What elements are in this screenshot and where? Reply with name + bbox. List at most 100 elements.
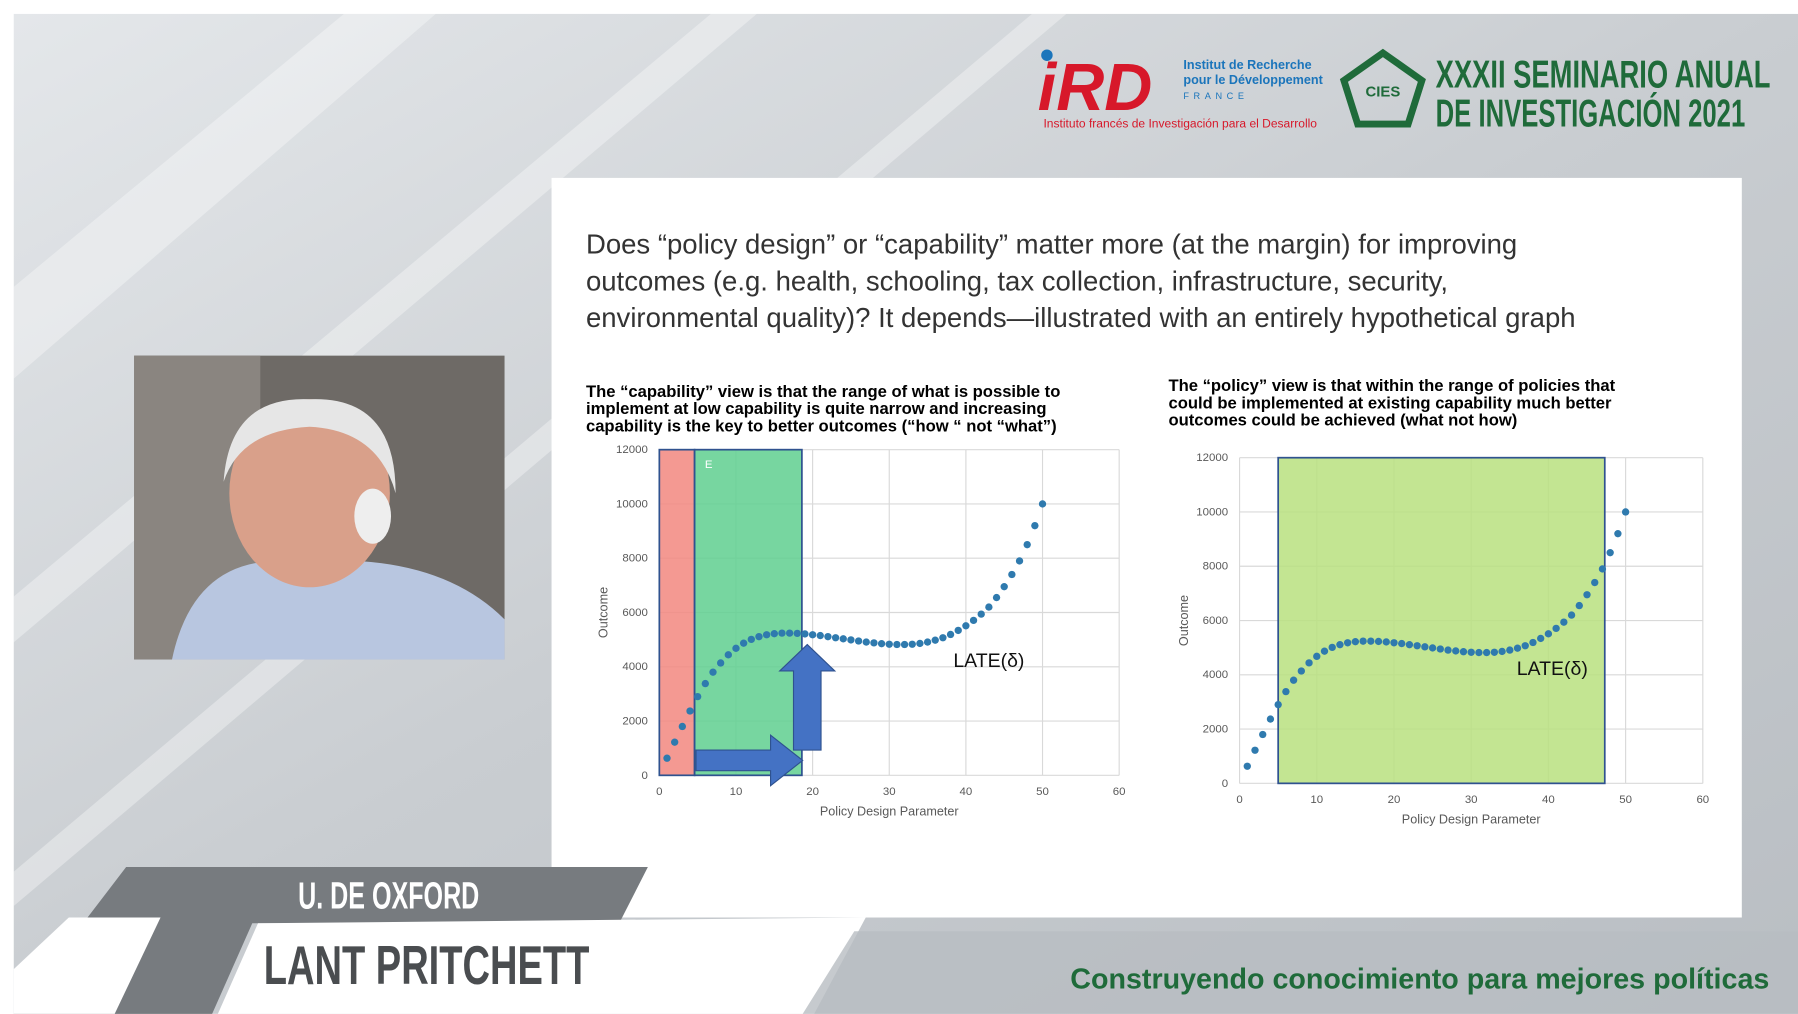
data-point	[1475, 649, 1482, 656]
cies-mark: CIES	[1366, 84, 1401, 100]
data-point	[1336, 641, 1343, 648]
data-point	[1375, 638, 1382, 645]
page: iRD Institut de Recherche pour le Dévelo…	[0, 0, 1798, 1014]
data-point	[702, 680, 709, 687]
event-title: DE INVESTIGACIÓN 2021	[1436, 91, 1746, 135]
y-tick-label: 8000	[1203, 561, 1228, 573]
data-point	[1444, 646, 1451, 653]
x-tick-label: 10	[730, 786, 743, 798]
speaker-name: LANT PRITCHETT	[264, 934, 590, 996]
region	[1278, 458, 1605, 784]
data-point	[1529, 639, 1536, 646]
chart-caption: could be implemented at existing capabil…	[1168, 393, 1612, 412]
data-point	[832, 634, 839, 641]
data-point	[778, 629, 785, 636]
data-point	[694, 693, 701, 700]
data-point	[786, 629, 793, 636]
y-tick-label: 2000	[1203, 724, 1228, 736]
y-tick-label: 4000	[622, 661, 647, 673]
x-tick-label: 50	[1036, 786, 1049, 798]
data-point	[1359, 637, 1366, 644]
data-point	[1031, 522, 1038, 529]
y-axis-label: Outcome	[597, 587, 611, 638]
region	[659, 450, 694, 776]
question-line: Does “policy design” or “capability” mat…	[586, 229, 1517, 260]
y-tick-label: 4000	[1203, 669, 1228, 681]
y-tick-label: 2000	[622, 715, 647, 727]
data-point	[809, 631, 816, 638]
data-point	[1024, 541, 1031, 548]
y-tick-label: 12000	[616, 444, 648, 456]
data-point	[1560, 618, 1567, 625]
data-point	[932, 637, 939, 644]
data-point	[1390, 639, 1397, 646]
data-point	[717, 659, 724, 666]
data-point	[1599, 565, 1606, 572]
data-point	[1537, 635, 1544, 642]
y-tick-label: 6000	[622, 607, 647, 619]
data-point	[955, 627, 962, 634]
data-point	[679, 723, 686, 730]
data-point	[1298, 667, 1305, 674]
x-tick-label: 50	[1619, 794, 1632, 806]
question-line: outcomes (e.g. health, schooling, tax co…	[586, 265, 1448, 296]
data-point	[817, 632, 824, 639]
data-point	[1329, 644, 1336, 651]
data-point	[740, 639, 747, 646]
slide-question: Does “policy design” or “capability” mat…	[586, 229, 1576, 333]
data-point	[1259, 731, 1266, 738]
x-tick-label: 40	[1542, 794, 1555, 806]
data-point	[686, 707, 693, 714]
y-tick-label: 6000	[1203, 615, 1228, 627]
data-point	[725, 651, 732, 658]
data-point	[962, 622, 969, 629]
data-point	[978, 610, 985, 617]
data-point	[1367, 637, 1374, 644]
region-label: E	[705, 459, 713, 471]
data-point	[863, 638, 870, 645]
data-point	[763, 631, 770, 638]
annotation: LATE(δ)	[953, 650, 1024, 672]
data-point	[1275, 701, 1282, 708]
ird-spanish: Instituto francés de Investigación para …	[1043, 116, 1317, 130]
data-point	[1282, 688, 1289, 695]
chart-caption: implement at low capability is quite nar…	[586, 399, 1047, 418]
ird-line: Institut de Recherche	[1183, 58, 1311, 72]
data-point	[1483, 649, 1490, 656]
data-point	[1413, 642, 1420, 649]
x-tick-label: 20	[806, 786, 819, 798]
y-axis-label: Outcome	[1177, 595, 1191, 646]
data-point	[1429, 644, 1436, 651]
data-point	[755, 633, 762, 640]
data-point	[855, 637, 862, 644]
ird-line: pour le Développement	[1183, 73, 1323, 87]
data-point	[924, 638, 931, 645]
x-tick-label: 30	[1465, 794, 1478, 806]
data-point	[663, 755, 670, 762]
data-point	[1491, 649, 1498, 656]
video-headphones	[354, 489, 391, 544]
ird-line: FRANCE	[1183, 91, 1248, 101]
data-point	[840, 635, 847, 642]
data-point	[1001, 583, 1008, 590]
data-point	[794, 630, 801, 637]
data-point	[1468, 649, 1475, 656]
data-point	[886, 641, 893, 648]
data-point	[1321, 648, 1328, 655]
data-point	[939, 634, 946, 641]
x-tick-label: 40	[960, 786, 973, 798]
data-point	[1383, 638, 1390, 645]
data-point	[1251, 747, 1258, 754]
screen: iRD Institut de Recherche pour le Dévelo…	[0, 0, 1798, 1014]
data-point	[1607, 549, 1614, 556]
data-point	[824, 633, 831, 640]
data-point	[771, 630, 778, 637]
x-tick-label: 0	[1236, 794, 1242, 806]
region	[695, 450, 802, 776]
tagline: Construyendo conocimiento para mejores p…	[1070, 964, 1769, 996]
y-tick-label: 8000	[622, 553, 647, 565]
chart-caption: capability is the key to better outcomes…	[586, 416, 1057, 435]
data-point	[993, 594, 1000, 601]
data-point	[909, 641, 916, 648]
data-point	[709, 669, 716, 676]
